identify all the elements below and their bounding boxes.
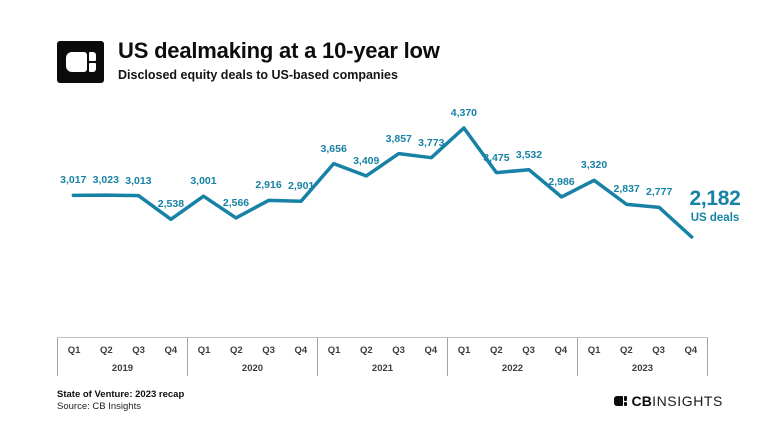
data-point-label: 3,023: [92, 174, 119, 187]
data-point-label: 4,370: [450, 107, 478, 119]
axis-quarter-label: Q1: [587, 345, 601, 356]
axis-year-group: Q1 Q2 Q3 Q4 2020: [187, 338, 317, 376]
brand-insights-text: INSIGHTS: [652, 393, 723, 409]
data-point-label: 3,656: [320, 142, 347, 155]
final-value: 2,182: [689, 187, 741, 210]
brand-cb-text: CB: [631, 393, 653, 409]
axis-quarter-label: Q3: [652, 345, 665, 356]
axis-year-label: 2021: [371, 363, 394, 374]
data-point-label: 2,916: [255, 179, 282, 192]
axis-quarter-label: Q3: [262, 345, 275, 356]
axis-year-label: 2022: [501, 363, 524, 374]
data-point-label: 2,538: [157, 198, 185, 211]
axis-year-label: 2020: [241, 363, 264, 374]
x-axis: Q1 Q2 Q3 Q4 2019 Q1 Q2 Q3 Q4 2020 Q1 Q2 Q3 Q4 2021 Q1 Q2…: [57, 337, 708, 376]
axis-year-label: 2019: [111, 363, 134, 374]
final-value-caption: US deals: [690, 212, 740, 225]
cbinsights-logo-icon: [57, 41, 104, 83]
axis-quarter-label: Q4: [294, 345, 308, 356]
data-point-label: 3,013: [125, 174, 152, 187]
data-point-label: 3,857: [385, 132, 412, 145]
data-point-label: 3,017: [60, 174, 87, 187]
axis-quarter-label: Q3: [522, 345, 535, 356]
chart-title: US dealmaking at a 10-year low: [118, 38, 440, 63]
axis-quarter-label: Q4: [164, 345, 178, 356]
cbinsights-wordmark: CB INSIGHTS: [614, 393, 723, 409]
final-value-annotation: 2,182 US deals: [684, 187, 746, 225]
axis-quarter-label: Q2: [230, 345, 243, 356]
axis-year-group: Q1 Q2 Q3 Q4 2019: [57, 338, 187, 376]
cb-glyph-icon: [65, 52, 96, 72]
axis-year-group: Q1 Q2 Q3 Q4 2022: [447, 338, 577, 376]
data-point-label: 2,777: [646, 186, 673, 199]
axis-quarter-label: Q4: [554, 345, 568, 356]
cb-glyph-small-icon: [614, 396, 628, 406]
chart-subtitle: Disclosed equity deals to US-based compa…: [118, 68, 398, 82]
deals-line-series: [71, 126, 694, 239]
data-point-label: 3,409: [353, 154, 380, 167]
data-point-label: 3,532: [515, 148, 543, 161]
footer-attribution: State of Venture: 2023 recap Source: CB …: [57, 389, 184, 414]
axis-quarter-label: Q1: [457, 345, 471, 356]
axis-quarter-label: Q4: [424, 345, 438, 356]
data-point-label: 2,986: [548, 175, 575, 188]
data-point-label: 2,566: [222, 196, 250, 209]
axis-year-label: 2023: [631, 363, 654, 374]
data-point-label: 2,901: [287, 180, 315, 193]
axis-quarter-label: Q4: [684, 345, 698, 356]
data-point-label: 3,320: [580, 159, 608, 172]
axis-quarter-label: Q2: [620, 345, 633, 356]
axis-quarter-label: Q1: [197, 345, 211, 356]
data-point-label: 3,001: [190, 175, 217, 188]
axis-quarter-label: Q2: [490, 345, 503, 356]
data-point-label: 2,837: [613, 183, 640, 196]
axis-year-group: Q1 Q2 Q3 Q4 2023: [577, 338, 708, 376]
deals-line-chart: [71, 126, 694, 239]
data-point-label: 3,773: [418, 136, 445, 149]
axis-quarter-label: Q1: [67, 345, 81, 356]
source-credit: Source: CB Insights: [57, 401, 141, 413]
axis-quarter-label: Q1: [327, 345, 341, 356]
axis-quarter-label: Q2: [360, 345, 373, 356]
report-name: State of Venture: 2023 recap: [57, 389, 185, 400]
data-point-label: 3,475: [483, 151, 510, 164]
axis-quarter-label: Q2: [100, 345, 113, 356]
axis-quarter-label: Q3: [132, 345, 145, 356]
axis-quarter-label: Q3: [392, 345, 405, 356]
axis-year-group: Q1 Q2 Q3 Q4 2021: [317, 338, 447, 376]
